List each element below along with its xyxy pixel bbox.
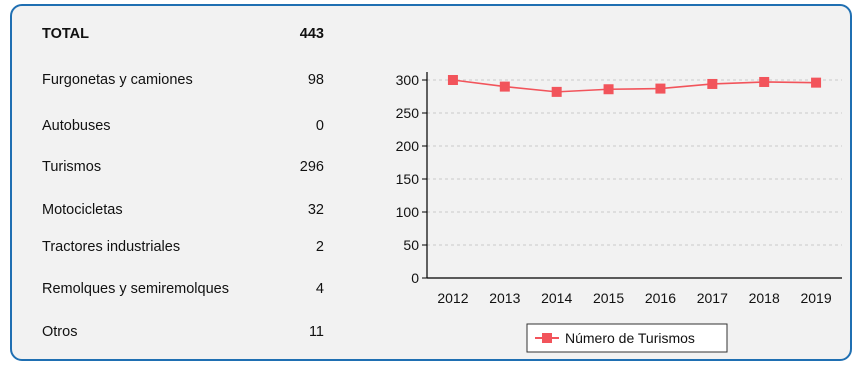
y-tick-label: 200 (396, 138, 420, 154)
stats-panel: TOTAL 443 Furgonetas y camiones 98 Autob… (10, 4, 852, 361)
stat-row-total: TOTAL 443 (42, 26, 332, 56)
stat-row: Motocicletas 32 (42, 202, 332, 232)
stat-value: 32 (307, 202, 324, 218)
data-point (551, 86, 562, 97)
stat-value: 296 (299, 159, 324, 175)
data-point (499, 81, 510, 92)
stat-label: Turismos (42, 159, 102, 175)
data-point (603, 84, 614, 95)
series-line (452, 79, 817, 93)
x-tick-label: 2012 (437, 290, 468, 306)
data-point (707, 78, 718, 89)
x-tick-label: 2013 (489, 290, 520, 306)
legend-box (526, 323, 728, 353)
data-point (655, 83, 666, 94)
legend-swatch-marker (542, 333, 552, 343)
stat-row: Otros 11 (42, 324, 332, 354)
stat-label: Furgonetas y camiones (42, 72, 193, 88)
stat-label: Tractores industriales (42, 239, 181, 255)
stat-row: Autobuses 0 (42, 118, 332, 148)
x-tick-label: 2016 (645, 290, 676, 306)
y-tick-label: 300 (396, 72, 420, 88)
y-tick-label: 100 (396, 204, 420, 220)
stat-label: Otros (42, 324, 78, 340)
turismos-line-chart: 0 50 100 150 200 250 300 2012 2013 2014 2015 2016 20… (396, 72, 842, 353)
y-tick-label: 0 (411, 270, 419, 286)
stat-value: 4 (315, 281, 324, 297)
stat-value: 98 (307, 72, 324, 88)
y-tick-label: 250 (396, 105, 420, 121)
legend-label: Número de Turismos (565, 330, 695, 346)
stat-label: Autobuses (42, 118, 111, 134)
stat-value: 443 (299, 26, 324, 42)
stat-value: 2 (315, 239, 324, 255)
stat-row: Remolques y semiremolques 4 (42, 281, 332, 311)
stat-row: Tractores industriales 2 (42, 239, 332, 269)
x-tick-label: 2017 (697, 290, 728, 306)
data-point (811, 77, 822, 88)
x-tick-label: 2019 (800, 290, 831, 306)
x-tick-label: 2015 (593, 290, 624, 306)
x-tick-label: 2018 (749, 290, 780, 306)
stat-value: 0 (315, 118, 324, 134)
data-point (447, 75, 458, 85)
y-tick-label: 50 (403, 237, 419, 253)
y-tick-label: 150 (396, 171, 420, 187)
stat-label: Motocicletas (42, 202, 123, 218)
stat-row: Furgonetas y camiones 98 (42, 72, 332, 102)
x-tick-label: 2014 (541, 290, 572, 306)
stat-label: TOTAL (42, 26, 89, 42)
data-point (759, 76, 770, 87)
stat-value: 11 (308, 324, 324, 340)
stat-label: Remolques y semiremolques (42, 281, 229, 297)
stat-row: Turismos 296 (42, 159, 332, 189)
